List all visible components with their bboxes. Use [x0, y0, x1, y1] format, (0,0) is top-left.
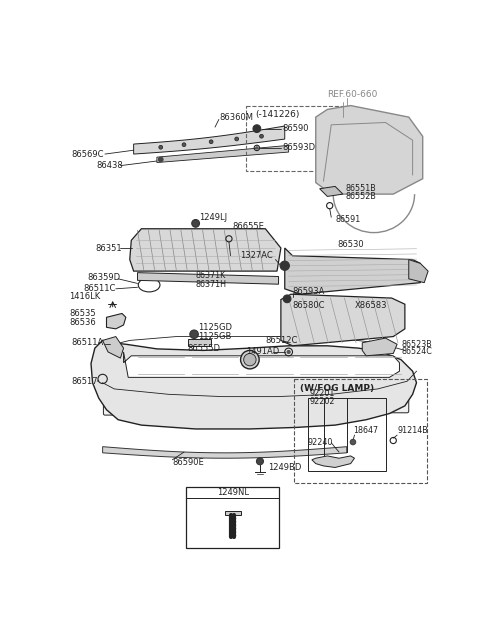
- Bar: [186, 487, 279, 548]
- FancyBboxPatch shape: [103, 392, 136, 415]
- Text: 1249NL: 1249NL: [217, 488, 249, 497]
- Polygon shape: [130, 229, 281, 271]
- Text: 92201: 92201: [310, 389, 335, 398]
- Text: 1491AD: 1491AD: [246, 348, 279, 356]
- Text: 86593D: 86593D: [282, 143, 315, 153]
- Text: 86590E: 86590E: [172, 457, 204, 467]
- Circle shape: [235, 137, 239, 141]
- Circle shape: [182, 143, 186, 146]
- Text: 86655E: 86655E: [232, 222, 264, 231]
- Text: 1125GB: 1125GB: [198, 332, 231, 341]
- Circle shape: [190, 330, 198, 338]
- Text: 86555D: 86555D: [188, 344, 221, 353]
- Polygon shape: [157, 145, 288, 163]
- Text: 86535: 86535: [69, 309, 96, 318]
- Text: 86511A: 86511A: [72, 338, 104, 347]
- Bar: [294, 379, 427, 483]
- Polygon shape: [91, 340, 417, 429]
- Circle shape: [240, 350, 259, 369]
- Text: 86511C: 86511C: [83, 284, 116, 293]
- Text: 86523B: 86523B: [401, 340, 432, 349]
- Bar: [308, 398, 385, 472]
- Text: 86351: 86351: [95, 244, 121, 252]
- Polygon shape: [225, 511, 240, 515]
- Polygon shape: [133, 126, 285, 154]
- Circle shape: [159, 145, 163, 149]
- Text: 1125GD: 1125GD: [198, 323, 232, 332]
- Text: (W/FOG LAMP): (W/FOG LAMP): [300, 384, 374, 392]
- Text: 86569C: 86569C: [72, 150, 104, 159]
- Polygon shape: [285, 248, 420, 294]
- Polygon shape: [281, 294, 405, 346]
- Circle shape: [209, 140, 213, 144]
- Text: 1416LK: 1416LK: [69, 292, 100, 301]
- Polygon shape: [362, 338, 397, 356]
- Text: 86438: 86438: [96, 161, 123, 170]
- Circle shape: [283, 295, 291, 303]
- Text: 86580C: 86580C: [292, 302, 325, 310]
- Circle shape: [244, 353, 256, 366]
- Text: 86517: 86517: [72, 377, 98, 386]
- Polygon shape: [188, 339, 211, 346]
- Text: 1327AC: 1327AC: [240, 251, 273, 260]
- Text: REF.60-660: REF.60-660: [327, 90, 378, 98]
- Text: 86536: 86536: [69, 318, 96, 327]
- Circle shape: [280, 261, 289, 270]
- Circle shape: [253, 125, 261, 133]
- Text: 86590: 86590: [282, 124, 309, 133]
- Text: 86371H: 86371H: [196, 280, 227, 288]
- Text: 91214B: 91214B: [397, 426, 428, 435]
- Bar: [246, 105, 347, 171]
- Text: X86583: X86583: [355, 302, 387, 310]
- Text: 86359D: 86359D: [87, 273, 120, 282]
- Text: 18647: 18647: [353, 426, 378, 435]
- Text: 86524C: 86524C: [401, 348, 432, 356]
- Circle shape: [158, 157, 163, 162]
- Polygon shape: [312, 456, 355, 467]
- Polygon shape: [320, 186, 343, 196]
- Text: 86371K: 86371K: [196, 271, 226, 280]
- FancyBboxPatch shape: [375, 392, 409, 413]
- Text: 86512C: 86512C: [265, 336, 298, 345]
- Circle shape: [287, 350, 290, 353]
- Circle shape: [260, 135, 264, 138]
- Text: 86593A: 86593A: [292, 287, 325, 296]
- Text: 86552B: 86552B: [345, 192, 376, 201]
- Text: 1249BD: 1249BD: [268, 463, 301, 472]
- Text: 86551B: 86551B: [345, 184, 376, 193]
- Text: 92240: 92240: [308, 437, 334, 447]
- Text: 1249LJ: 1249LJ: [200, 212, 228, 222]
- Text: 86360M: 86360M: [219, 113, 253, 121]
- Circle shape: [350, 439, 356, 445]
- Polygon shape: [316, 105, 423, 194]
- Polygon shape: [137, 273, 278, 284]
- Polygon shape: [107, 313, 126, 329]
- Polygon shape: [103, 447, 347, 459]
- Circle shape: [256, 147, 258, 149]
- Polygon shape: [123, 352, 399, 378]
- Polygon shape: [409, 260, 428, 283]
- Text: 86530: 86530: [337, 240, 364, 249]
- Text: (-141226): (-141226): [255, 110, 300, 119]
- Text: 92202: 92202: [310, 397, 335, 406]
- Circle shape: [192, 219, 200, 227]
- Polygon shape: [103, 336, 123, 358]
- Circle shape: [256, 458, 264, 465]
- Text: 86591: 86591: [335, 215, 360, 224]
